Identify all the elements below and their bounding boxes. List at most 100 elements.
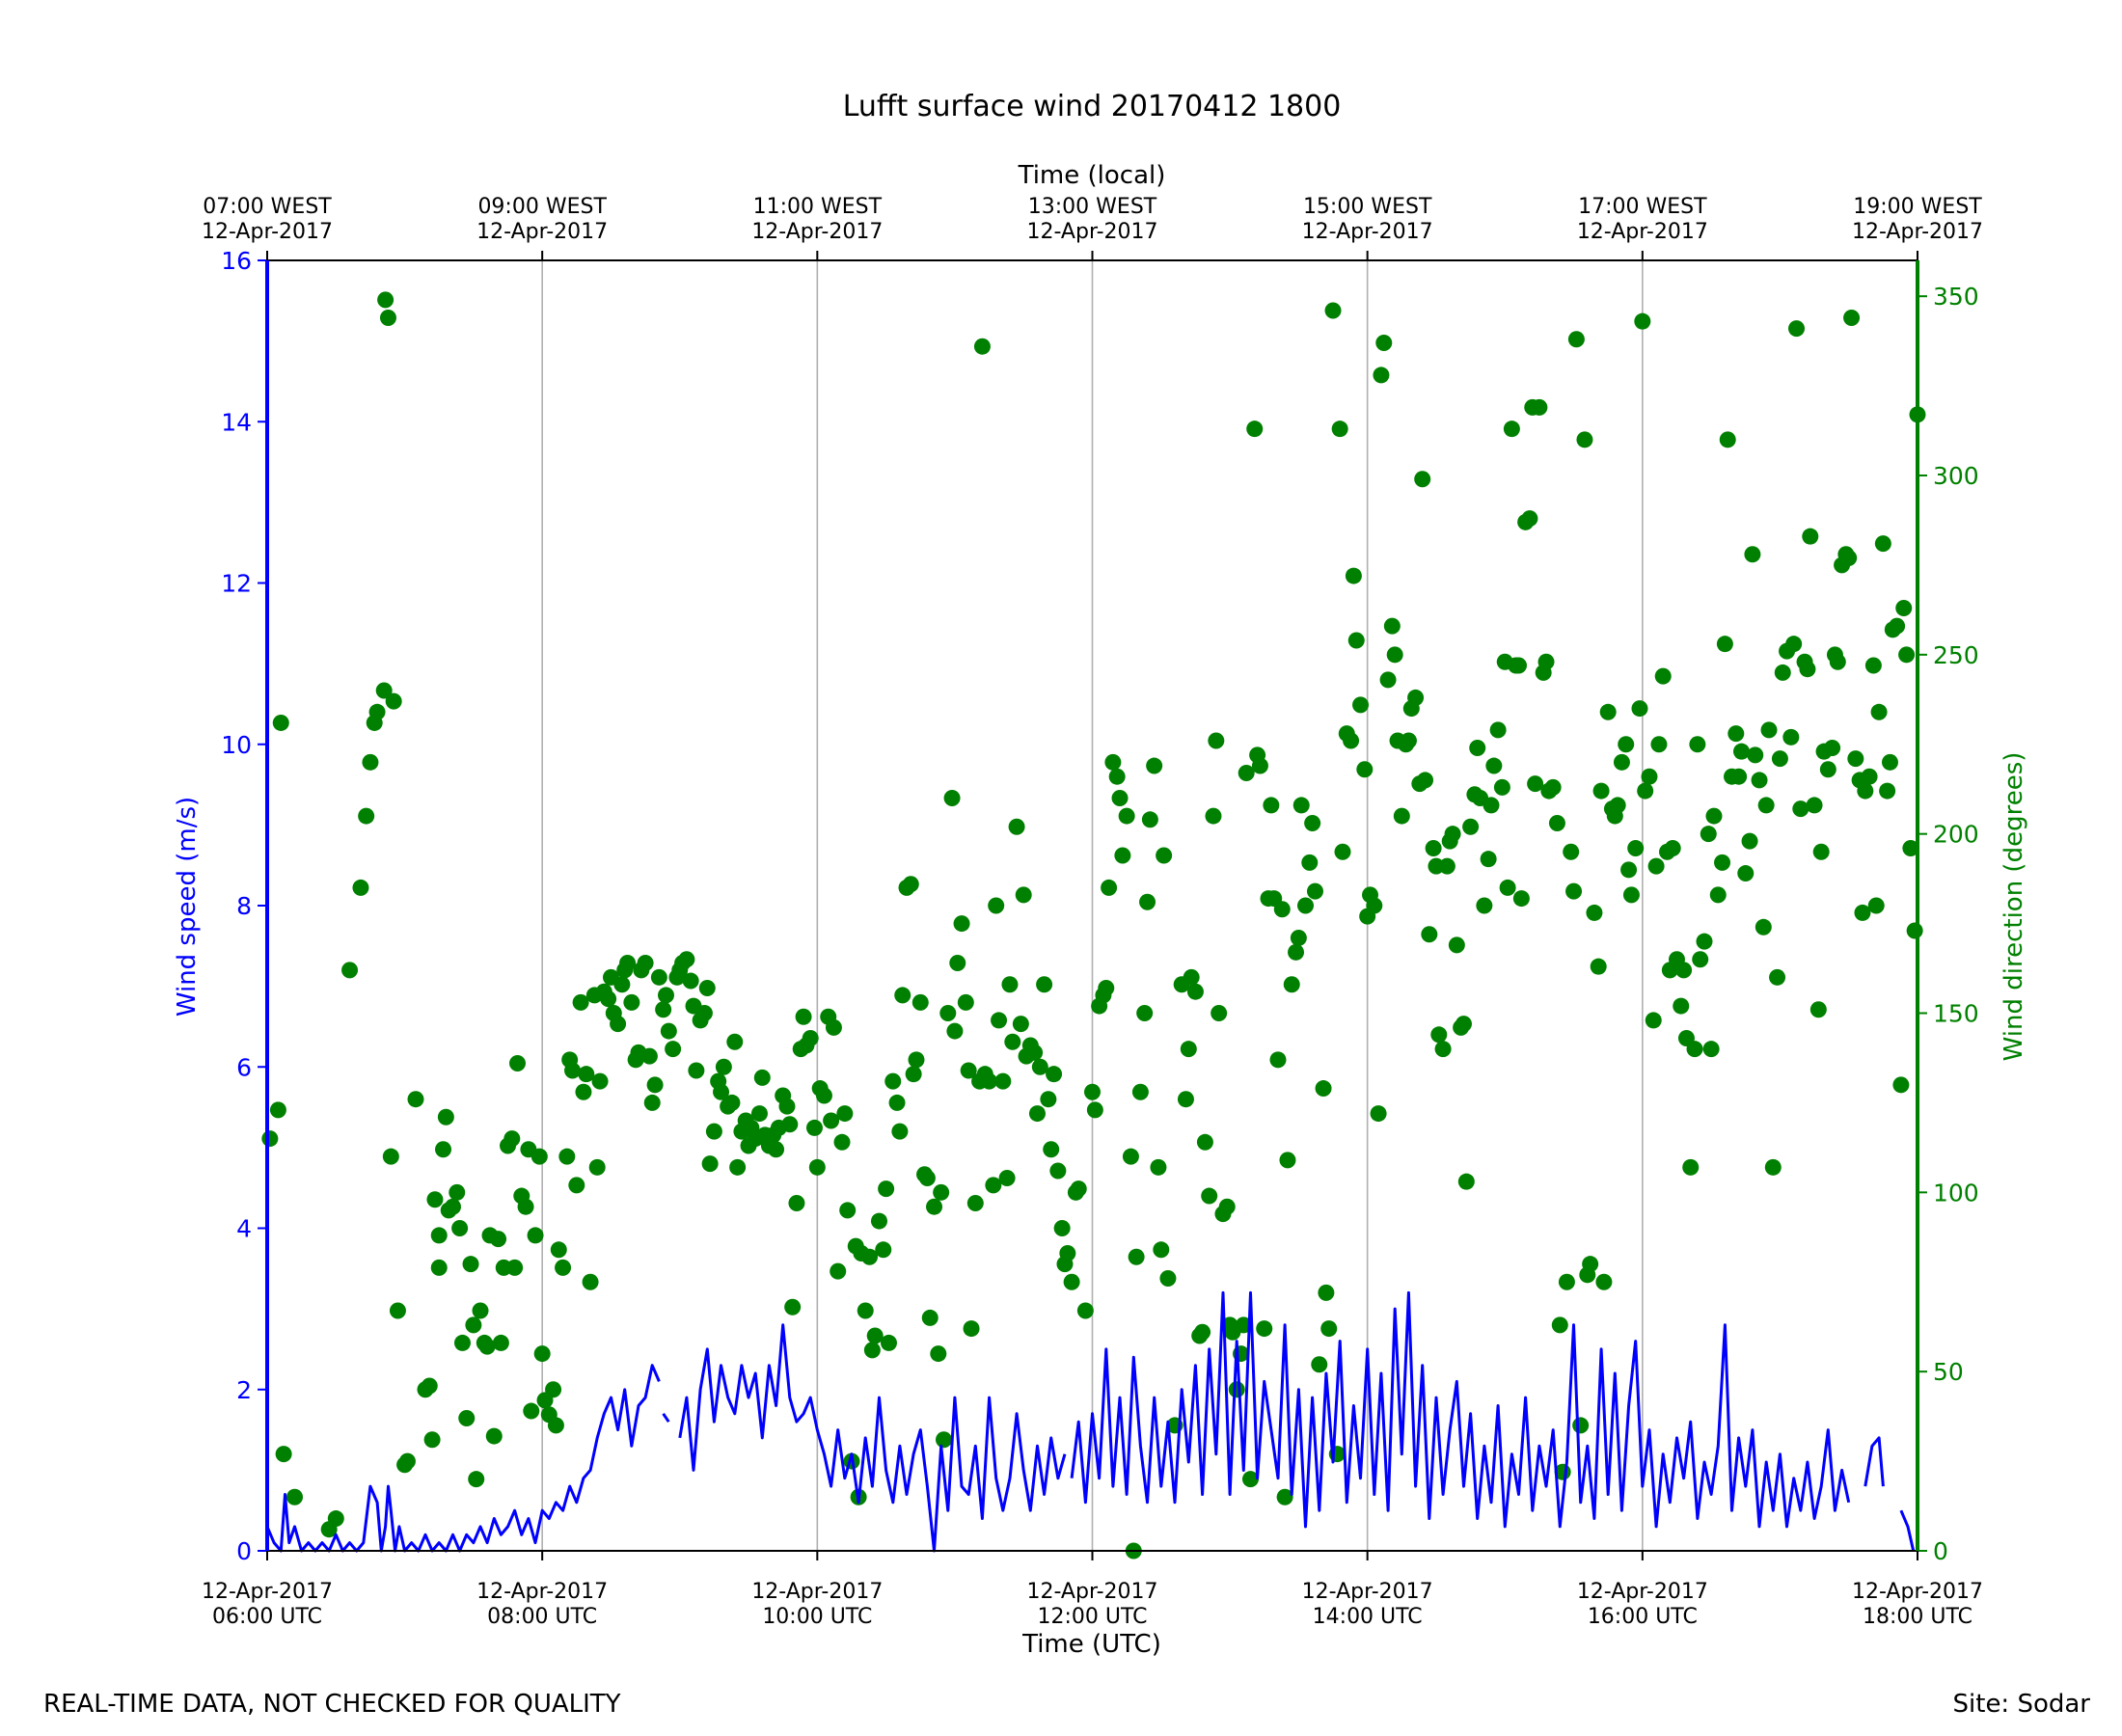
direction-point-194	[1004, 1033, 1021, 1050]
direction-point-109	[713, 1083, 730, 1100]
direction-point-110	[715, 1058, 732, 1075]
direction-point-137	[808, 1158, 826, 1176]
direction-point-385	[1675, 962, 1693, 979]
direction-point-345	[1537, 653, 1555, 670]
direction-point-39	[472, 1302, 489, 1319]
direction-point-157	[878, 1180, 895, 1198]
direction-point-80	[613, 976, 631, 993]
direction-point-300	[1383, 617, 1401, 635]
direction-point-310	[1417, 772, 1434, 789]
direction-point-305	[1400, 732, 1417, 749]
top-tick-time-3: 13:00 WEST	[1028, 195, 1157, 219]
direction-point-23	[421, 1377, 438, 1395]
direction-point-444	[1879, 782, 1896, 800]
direction-point-329	[1483, 797, 1500, 814]
top-tick-date-3: 12-Apr-2017	[1026, 220, 1157, 244]
speed-line-segment-0	[265, 1364, 661, 1553]
direction-point-372	[1631, 700, 1648, 718]
direction-point-55	[527, 1227, 544, 1244]
direction-point-169	[918, 1169, 936, 1186]
direction-point-281	[1318, 1284, 1335, 1301]
direction-point-290	[1347, 632, 1365, 649]
direction-point-54	[523, 1402, 540, 1420]
direction-point-263	[1256, 1320, 1273, 1338]
direction-point-104	[695, 1005, 713, 1021]
direction-point-270	[1279, 1152, 1296, 1169]
direction-point-226	[1122, 1148, 1139, 1165]
direction-point-114	[729, 1158, 747, 1176]
direction-point-298	[1375, 334, 1393, 351]
direction-point-57	[533, 1345, 551, 1363]
direction-point-76	[600, 990, 617, 1008]
top-tick-date-6: 12-Apr-2017	[1852, 220, 1983, 244]
top-tick-date-1: 12-Apr-2017	[476, 220, 608, 244]
direction-point-374	[1637, 782, 1654, 800]
right-tick-label-1: 50	[1933, 1358, 1964, 1386]
direction-point-1	[269, 1101, 286, 1119]
direction-point-274	[1292, 797, 1310, 814]
direction-point-36	[462, 1256, 479, 1273]
direction-point-363	[1599, 703, 1617, 720]
direction-point-259	[1241, 1471, 1259, 1488]
direction-point-219	[1098, 979, 1115, 996]
direction-point-349	[1551, 1316, 1568, 1334]
direction-point-440	[1864, 657, 1882, 674]
direction-point-445	[1881, 753, 1898, 771]
direction-point-371	[1627, 840, 1645, 857]
direction-point-356	[1576, 431, 1593, 448]
top-tick-time-0: 07:00 WEST	[203, 195, 332, 219]
direction-point-252	[1218, 1198, 1236, 1215]
direction-point-4	[286, 1488, 304, 1505]
direction-point-48	[503, 1130, 521, 1148]
direction-point-258	[1238, 764, 1255, 781]
direction-point-188	[985, 1177, 1002, 1194]
direction-point-401	[1730, 768, 1748, 785]
direction-point-93	[657, 987, 674, 1004]
direction-point-228	[1128, 1248, 1145, 1265]
direction-point-128	[778, 1098, 796, 1115]
direction-point-438	[1857, 782, 1874, 800]
direction-point-170	[921, 1309, 939, 1326]
direction-point-373	[1634, 312, 1651, 330]
top-axis-label: Time (local)	[1018, 161, 1166, 190]
direction-point-352	[1563, 843, 1580, 860]
direction-point-106	[701, 1155, 719, 1173]
direction-point-291	[1352, 696, 1370, 714]
bottom-tick-date-5: 12-Apr-2017	[1577, 1580, 1708, 1604]
direction-point-422	[1802, 528, 1819, 545]
direction-point-44	[490, 1231, 507, 1248]
direction-point-183	[966, 1194, 984, 1211]
direction-point-15	[379, 309, 396, 326]
direction-point-283	[1324, 302, 1342, 319]
direction-point-156	[875, 1241, 892, 1259]
direction-point-327	[1476, 897, 1493, 914]
right-axis-label: Wind direction (degrees)	[2000, 752, 2028, 1062]
direction-point-433	[1840, 549, 1858, 566]
direction-point-70	[578, 1066, 595, 1083]
direction-point-413	[1771, 750, 1788, 768]
direction-point-225	[1118, 807, 1135, 825]
direction-point-452	[1906, 922, 1923, 939]
direction-point-400	[1728, 725, 1745, 743]
direction-point-69	[575, 1083, 592, 1100]
direction-point-224	[1114, 847, 1131, 864]
direction-point-331	[1489, 721, 1507, 739]
direction-point-427	[1819, 761, 1836, 778]
direction-point-260	[1246, 420, 1264, 438]
direction-point-113	[726, 1033, 744, 1050]
left-tick-label-7: 14	[221, 408, 252, 436]
direction-point-416	[1782, 728, 1800, 746]
right-tick-label-0: 0	[1933, 1537, 1948, 1565]
direction-point-27	[430, 1259, 448, 1276]
direction-point-89	[643, 1094, 661, 1111]
direction-point-99	[678, 951, 695, 968]
direction-point-279	[1311, 1356, 1328, 1373]
direction-point-296	[1370, 1105, 1387, 1123]
direction-point-145	[836, 1105, 854, 1123]
right-tick-label-5: 250	[1933, 641, 1979, 669]
direction-point-90	[646, 1076, 664, 1094]
bottom-tick-time-1: 08:00 UTC	[487, 1605, 597, 1629]
direction-point-182	[963, 1320, 980, 1338]
direction-point-307	[1407, 689, 1425, 706]
